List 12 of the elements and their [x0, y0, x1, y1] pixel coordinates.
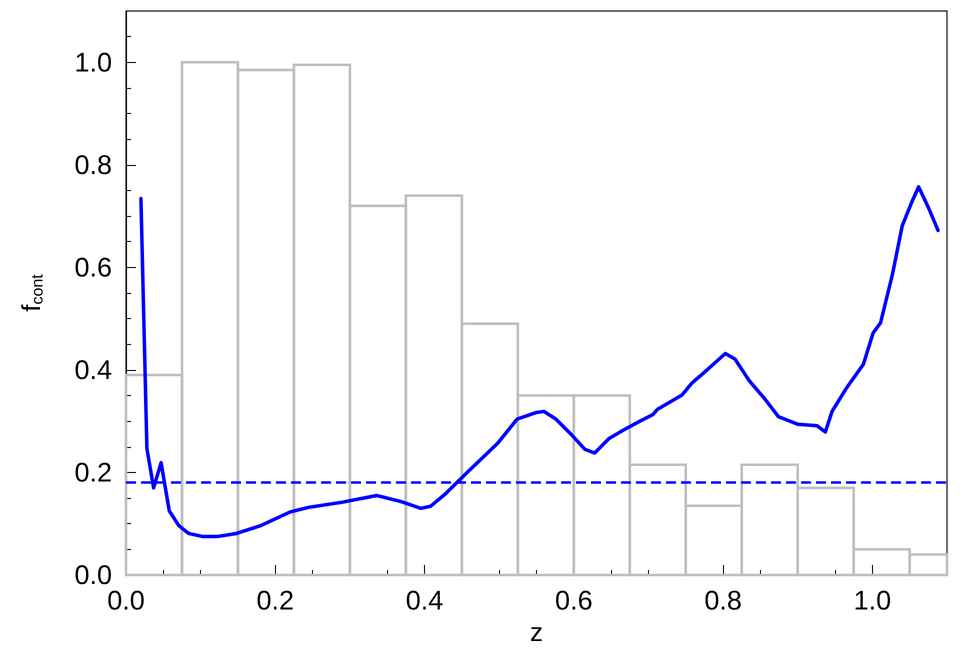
y-tick-label: 0.8 — [74, 150, 112, 180]
x-tick-label: 0.6 — [555, 586, 593, 616]
y-tick-label: 0.4 — [74, 354, 112, 385]
y-tick-label: 0.6 — [74, 252, 112, 282]
x-axis-title: z — [530, 616, 543, 647]
x-tick-label: 0.2 — [256, 586, 294, 616]
y-tick-label: 0.2 — [74, 457, 112, 488]
y-tick-label: 1.0 — [74, 47, 112, 78]
y-axis-title: fcont — [16, 274, 46, 312]
x-tick-label: 0.8 — [704, 586, 742, 616]
x-tick-label: 1.0 — [854, 586, 892, 616]
x-tick-label: 0.4 — [406, 586, 444, 616]
